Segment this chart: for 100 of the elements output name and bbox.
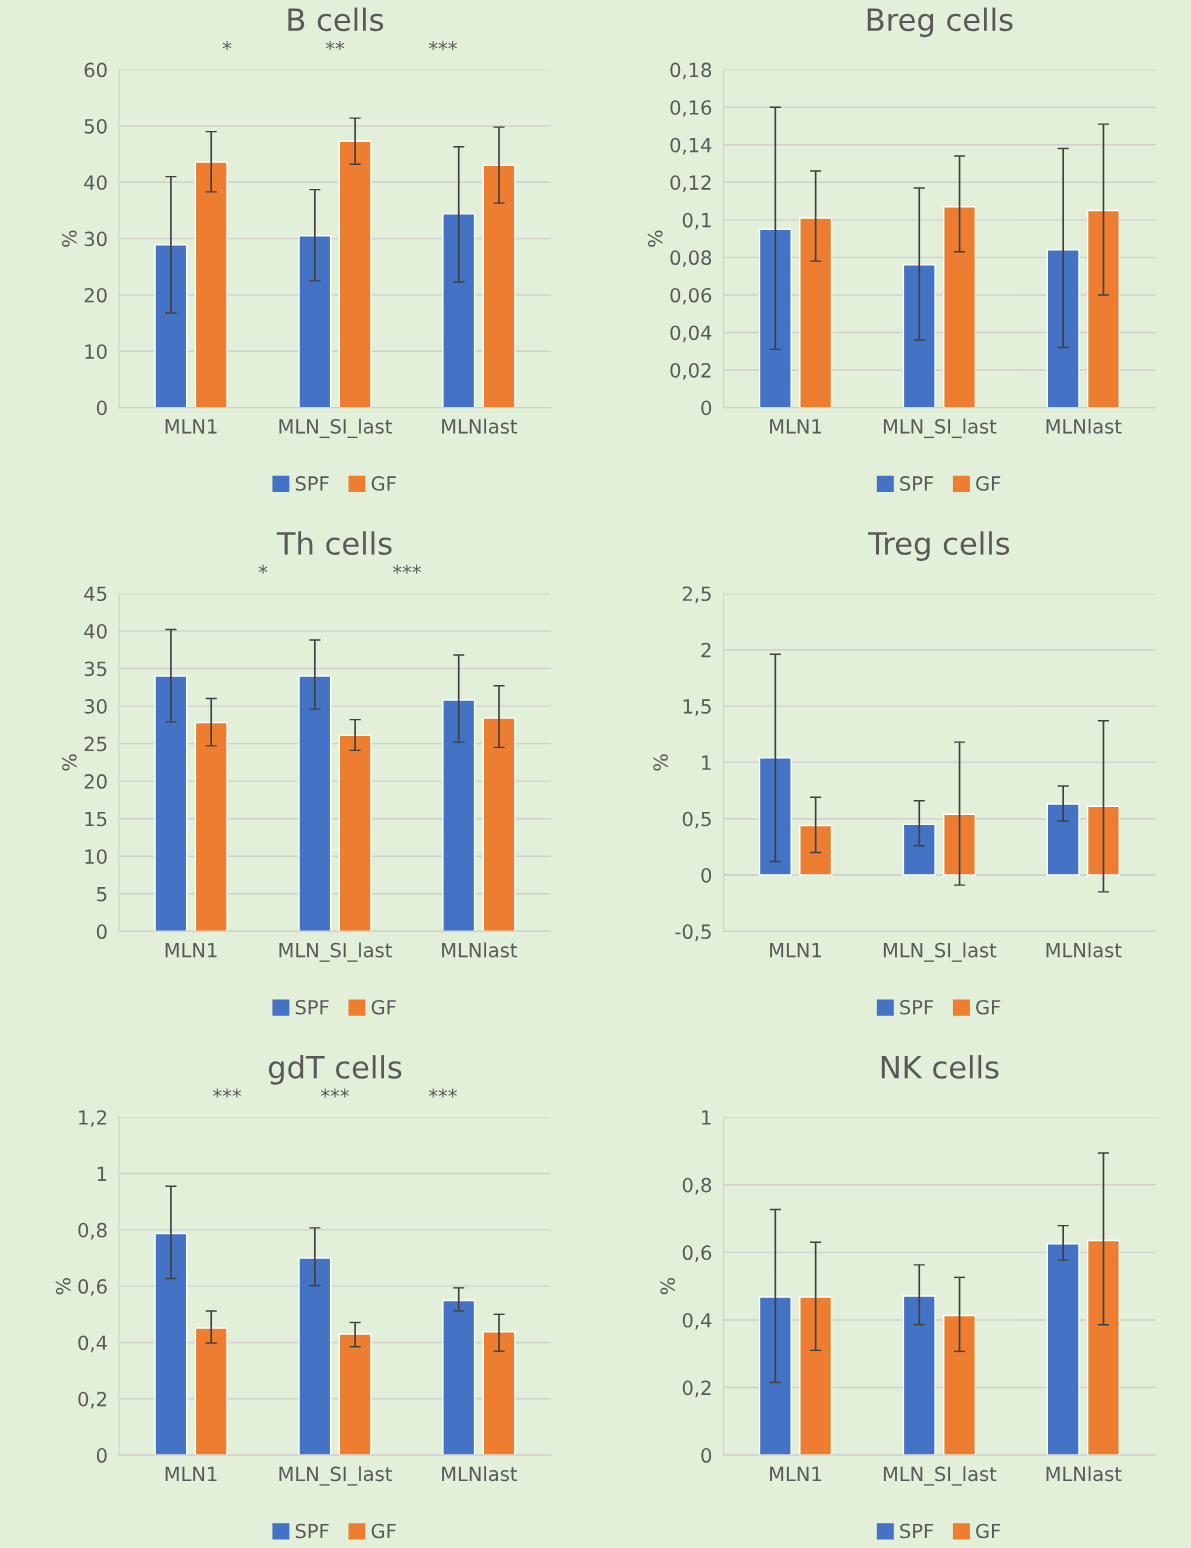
y-tick-label: 1,5 — [683, 699, 711, 716]
y-tick-label: 0,8 — [682, 1177, 712, 1195]
bar — [482, 164, 516, 408]
x-tick-label: MLN_SI_last — [883, 1466, 997, 1486]
bar — [298, 675, 332, 932]
y-tick-label: 5 — [97, 887, 107, 902]
bar — [194, 1327, 228, 1456]
legend-label: SPF — [295, 476, 329, 491]
bar — [1086, 1239, 1120, 1456]
y-tick-label: 0,18 — [670, 62, 712, 80]
bar — [298, 1257, 332, 1456]
x-tick-label: MLN_SI_last — [883, 418, 997, 439]
y-tick-label: 0 — [701, 1448, 712, 1463]
text: *** — [428, 41, 457, 50]
y-tick-label: 0 — [96, 924, 107, 940]
text: ** — [325, 41, 345, 50]
y-tick-label: 1 — [97, 1166, 107, 1181]
y-tick-label: 50 — [84, 118, 107, 134]
bar — [799, 824, 833, 876]
y-tick-label: 2,5 — [682, 586, 711, 604]
y-tick-label: 40 — [84, 623, 107, 639]
x-tick-label: MLN_SI_last — [279, 418, 392, 439]
x-tick-label: MLN1 — [770, 1466, 821, 1482]
legend-label: GF — [371, 1523, 396, 1539]
y-tick-label: 45 — [84, 586, 107, 602]
bar — [298, 235, 332, 408]
y-tick-label: 1 — [702, 755, 711, 770]
bar — [758, 1296, 792, 1456]
y-tick-label: 0,02 — [670, 362, 711, 380]
legend-label: GF — [976, 999, 1001, 1015]
bar — [154, 675, 188, 932]
bar — [482, 1331, 516, 1456]
y-tick-label: 0,4 — [78, 1335, 107, 1353]
legend-label: SPF — [900, 476, 934, 491]
bar — [902, 264, 936, 408]
x-tick-label: MLNlast — [442, 942, 518, 958]
x-tick-label: MLN_SI_last — [279, 942, 392, 962]
chart-title: NK cells — [881, 1055, 999, 1079]
legend-label: GF — [371, 999, 396, 1015]
y-tick-label: 2 — [701, 642, 711, 658]
bar — [338, 734, 372, 932]
x-tick-label: MLNlast — [1046, 942, 1122, 958]
x-tick-label: MLN_SI_last — [279, 1466, 392, 1486]
y-tick-label: 60 — [84, 62, 107, 78]
y-tick-label: 30 — [84, 699, 107, 714]
y-tick-label: 0,12 — [670, 175, 711, 192]
bar — [442, 213, 476, 408]
chart-title: Treg cells — [868, 531, 1010, 561]
y-tick-label: 30 — [84, 231, 107, 247]
x-tick-label: MLN1 — [770, 943, 821, 958]
bar — [758, 228, 792, 408]
y-tick-label: 1,2 — [79, 1110, 107, 1127]
bar — [943, 206, 977, 408]
text: * — [222, 41, 232, 50]
y-tick-label: 0,08 — [670, 250, 712, 268]
y-axis-title: % — [61, 754, 77, 771]
y-tick-label: 20 — [84, 774, 107, 789]
x-tick-label: MLN1 — [165, 419, 217, 434]
bar — [442, 699, 476, 932]
bar — [902, 823, 936, 876]
x-tick-label: MLN_SI_last — [883, 942, 997, 962]
bar — [1046, 803, 1080, 876]
y-tick-label: 10 — [85, 344, 107, 359]
bar — [482, 717, 516, 932]
bar — [943, 1314, 977, 1456]
y-tick-label: 40 — [84, 175, 107, 190]
bar — [943, 813, 977, 876]
text: * — [258, 564, 268, 574]
y-tick-label: 35 — [84, 661, 107, 677]
y-axis-title: % — [647, 230, 663, 247]
chart-title: Th cells — [276, 531, 392, 555]
text: *** — [320, 1088, 349, 1098]
y-tick-label: 0,5 — [682, 811, 711, 829]
y-tick-label: 25 — [84, 736, 107, 752]
bar — [194, 721, 228, 932]
bar — [194, 161, 228, 408]
y-axis-title: % — [61, 230, 77, 247]
x-tick-label: MLN1 — [165, 1466, 217, 1482]
y-tick-label: 0,6 — [78, 1279, 107, 1296]
y-tick-label: 0,2 — [78, 1391, 107, 1409]
legend-label: SPF — [295, 999, 329, 1015]
x-tick-label: MLN1 — [165, 943, 217, 958]
y-axis-title: % — [55, 1278, 71, 1295]
bar — [799, 1296, 833, 1456]
y-tick-label: 15 — [85, 811, 107, 827]
legend-label: SPF — [900, 999, 934, 1015]
legend-label: GF — [371, 476, 396, 491]
bar — [1086, 805, 1120, 876]
y-tick-label: 0,8 — [78, 1222, 107, 1240]
bar — [442, 1299, 476, 1456]
y-tick-label: 0 — [96, 1448, 107, 1463]
chart-title: B cells — [288, 7, 384, 32]
y-tick-label: 0,6 — [682, 1245, 712, 1263]
y-tick-label: 0 — [96, 400, 107, 416]
x-tick-label: MLNlast — [442, 418, 518, 434]
y-tick-label: 1 — [702, 1110, 711, 1125]
legend-label: SPF — [900, 1523, 934, 1539]
y-tick-label: 0 — [701, 867, 712, 883]
bar — [1086, 209, 1120, 408]
chart-title: Breg cells — [867, 7, 1013, 38]
